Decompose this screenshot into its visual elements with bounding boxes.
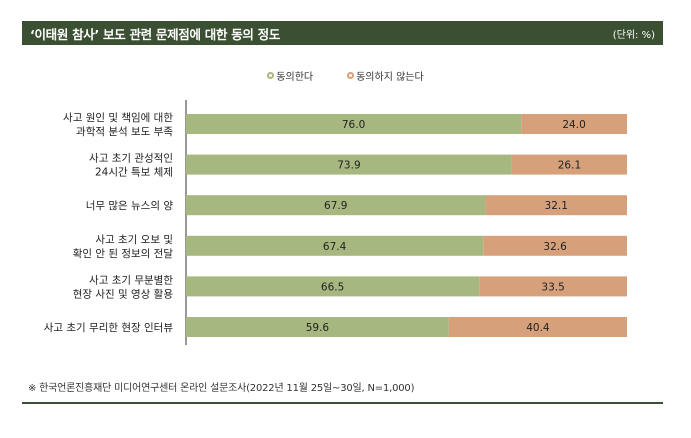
unit-label: (단위: %) bbox=[612, 29, 655, 41]
category-label: 사고 초기 관성적인 bbox=[89, 153, 173, 165]
category-label: 현장 사진 및 영상 활용 bbox=[73, 287, 174, 300]
bar-disagree bbox=[448, 317, 627, 337]
category-label: 사고 초기 무리한 현장 인터뷰 bbox=[44, 322, 174, 334]
category-label: 확인 안 된 정보의 전달 bbox=[73, 247, 174, 260]
data-label-agree: 66.5 bbox=[321, 281, 344, 293]
bar-agree bbox=[186, 235, 484, 256]
bar-agree bbox=[186, 276, 480, 297]
legend-marker-agree bbox=[267, 72, 275, 79]
category-label: 사고 초기 오보 및 bbox=[95, 234, 173, 246]
chart-header: ‘이태원 참사’ 보도 관련 문제점에 대한 동의 정도 (단위: %) bbox=[22, 21, 663, 45]
bar-agree bbox=[186, 317, 449, 337]
category-label: 사고 원인 및 책임에 대한 bbox=[63, 111, 173, 124]
data-label-agree: 73.9 bbox=[337, 160, 360, 172]
data-label-agree: 76.0 bbox=[342, 119, 365, 131]
bar-agree bbox=[186, 114, 522, 134]
category-label: 24시간 특보 체제 bbox=[95, 167, 173, 179]
data-label-disagree: 40.4 bbox=[526, 322, 550, 334]
data-label-agree: 59.6 bbox=[306, 322, 330, 334]
legend-item-agree: 동의한다 bbox=[267, 68, 313, 83]
data-label-agree: 67.9 bbox=[324, 200, 347, 212]
data-label-disagree: 24.0 bbox=[562, 119, 585, 131]
data-label-disagree: 32.6 bbox=[543, 241, 567, 253]
bar-agree bbox=[186, 154, 512, 175]
source-footnote: ※ 한국언론진흥재단 미디어연구센터 온라인 설문조사(2022년 11월 25… bbox=[28, 383, 415, 394]
category-label: 과학적 분석 보도 부족 bbox=[76, 126, 173, 138]
legend-item-disagree: 동의하지 않는다 bbox=[347, 68, 424, 83]
chart-title: ‘이태원 참사’ 보도 관련 문제점에 대한 동의 정도 bbox=[30, 26, 281, 42]
legend-marker-disagree bbox=[347, 72, 355, 79]
bar-disagree bbox=[485, 195, 627, 216]
legend-label-disagree: 동의하지 않는다 bbox=[356, 72, 424, 83]
data-label-agree: 67.4 bbox=[323, 241, 347, 253]
bar-disagree bbox=[479, 276, 627, 297]
bar-agree bbox=[186, 195, 486, 216]
category-label: 사고 초기 무분별한 bbox=[89, 274, 173, 286]
bar-disagree bbox=[521, 114, 627, 134]
bar-disagree bbox=[483, 235, 627, 256]
category-label: 너무 많은 뉴스의 양 bbox=[86, 200, 174, 212]
legend-label-agree: 동의한다 bbox=[276, 72, 314, 83]
bottom-rule bbox=[22, 402, 663, 404]
data-label-disagree: 32.1 bbox=[545, 200, 568, 212]
legend: 동의한다 동의하지 않는다 bbox=[0, 68, 691, 83]
bar-disagree bbox=[511, 154, 627, 175]
data-label-disagree: 33.5 bbox=[541, 281, 564, 293]
data-label-disagree: 26.1 bbox=[558, 160, 581, 172]
